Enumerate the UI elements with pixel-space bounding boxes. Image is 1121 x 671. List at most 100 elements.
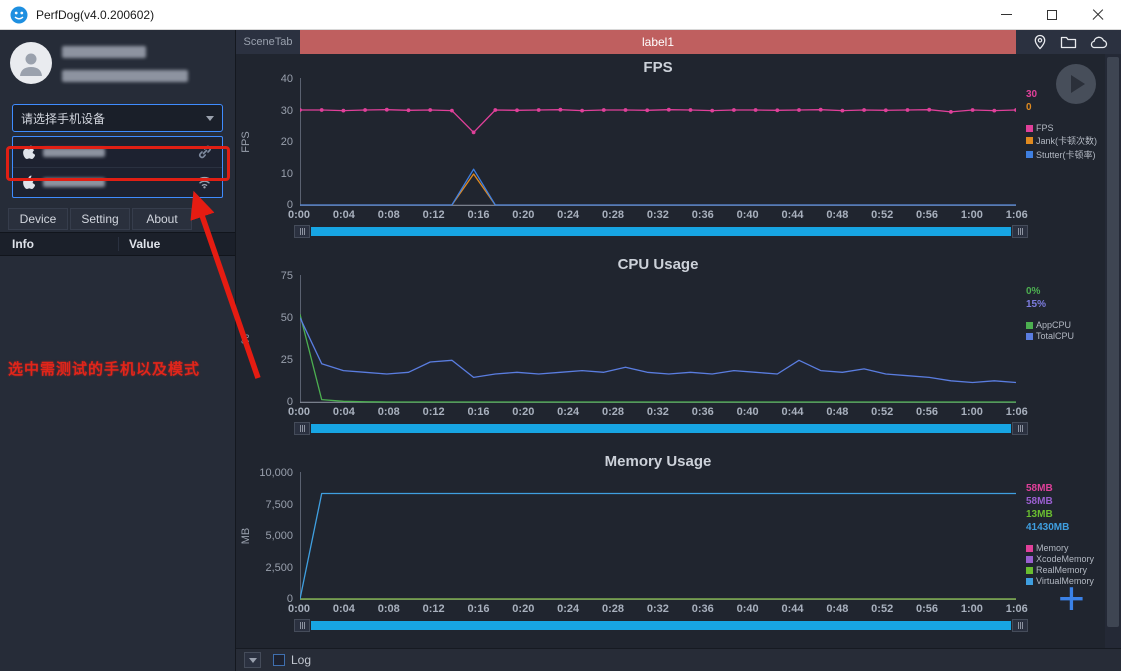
vertical-scrollbar[interactable] bbox=[1105, 54, 1121, 648]
scene-tab-label[interactable]: SceneTab bbox=[236, 30, 300, 54]
add-label-button[interactable]: + bbox=[1058, 572, 1085, 624]
folder-icon[interactable] bbox=[1060, 35, 1077, 49]
scrollbar-right-grip[interactable] bbox=[1012, 422, 1028, 435]
legend-item[interactable]: TotalCPU bbox=[1026, 331, 1105, 341]
redacted-text-bar bbox=[62, 70, 188, 82]
legend-label: TotalCPU bbox=[1036, 331, 1075, 341]
device-row-1[interactable] bbox=[13, 137, 222, 167]
legend-item[interactable]: VirtualMemory bbox=[1026, 576, 1105, 586]
tab-about[interactable]: About bbox=[132, 208, 192, 230]
x-tick-label: 0:40 bbox=[736, 406, 759, 418]
legend-item[interactable]: Stutter(卡顿率) bbox=[1026, 148, 1105, 161]
collapse-panel-button[interactable] bbox=[244, 652, 261, 668]
legend-item[interactable]: Jank(卡顿次数) bbox=[1026, 134, 1105, 147]
legend-label: XcodeMemory bbox=[1036, 554, 1095, 564]
legend-item[interactable]: Memory bbox=[1026, 543, 1105, 553]
x-tick-label: 0:12 bbox=[422, 209, 445, 221]
x-tick-label: 1:00 bbox=[960, 603, 983, 615]
y-tick-label: 75 bbox=[280, 270, 293, 282]
apple-icon bbox=[23, 175, 35, 189]
cpu-current-values: 0% 15% bbox=[1026, 285, 1105, 311]
x-tick-label: 0:20 bbox=[512, 209, 535, 221]
scrollbar-thumb[interactable] bbox=[311, 424, 1011, 433]
x-tick-label: 0:44 bbox=[781, 603, 804, 615]
topbar-actions bbox=[1016, 30, 1121, 54]
series-current-value: 30 bbox=[1026, 89, 1038, 100]
cpu-plot bbox=[300, 275, 1016, 403]
avatar bbox=[10, 42, 52, 84]
x-tick-label: 0:16 bbox=[467, 209, 490, 221]
y-tick-label: 10 bbox=[280, 167, 293, 180]
fps-scrollbar[interactable] bbox=[294, 225, 1028, 238]
scene-label1-tab[interactable]: label1 bbox=[300, 30, 1016, 54]
vertical-scrollbar-thumb[interactable] bbox=[1107, 57, 1119, 628]
x-tick-label: 0:20 bbox=[512, 406, 535, 418]
series-current-value: 0 bbox=[1026, 102, 1032, 113]
y-tick-label: 0 bbox=[286, 396, 293, 408]
cpu-chart-title: CPU Usage bbox=[617, 256, 699, 273]
play-icon bbox=[1071, 75, 1085, 93]
maximize-button[interactable] bbox=[1029, 0, 1075, 30]
memory-scrollbar[interactable] bbox=[294, 619, 1028, 632]
location-pin-icon[interactable] bbox=[1032, 34, 1048, 50]
scrollbar-right-grip[interactable] bbox=[1012, 619, 1028, 632]
device-select-dropdown[interactable]: 请选择手机设备 bbox=[12, 104, 223, 132]
play-button[interactable] bbox=[1056, 64, 1096, 104]
scene-topbar: SceneTab label1 bbox=[236, 30, 1121, 54]
cpu-x-ticks: 0:00 0:04 0:08 0:12 0:16 0:20 0:24 0:28 0:32 0:36… bbox=[288, 403, 1028, 418]
series-current-value: 41430MB bbox=[1026, 522, 1070, 533]
x-tick-label: 0:00 bbox=[288, 209, 311, 221]
y-tick-label: 7,500 bbox=[265, 498, 293, 511]
scrollbar-thumb[interactable] bbox=[311, 621, 1011, 630]
legend-swatch-icon bbox=[1026, 321, 1033, 329]
x-tick-label: 0:44 bbox=[781, 406, 804, 418]
scrollbar-left-grip[interactable] bbox=[294, 619, 310, 632]
series-current-value: 15% bbox=[1026, 299, 1047, 310]
minimize-icon bbox=[1000, 14, 1012, 15]
x-tick-label: 1:06 bbox=[1005, 209, 1028, 221]
x-tick-label: 0:28 bbox=[602, 209, 625, 221]
info-table-header: Info Value bbox=[0, 232, 235, 256]
legend-item[interactable]: FPS bbox=[1026, 123, 1105, 133]
user-profile bbox=[0, 30, 235, 90]
legend-label: Memory bbox=[1036, 543, 1069, 553]
x-tick-label: 0:24 bbox=[557, 603, 580, 615]
x-tick-label: 0:52 bbox=[871, 603, 894, 615]
legend-item[interactable]: XcodeMemory bbox=[1026, 554, 1105, 564]
y-tick-label: 30 bbox=[280, 104, 293, 117]
y-tick-label: 10,000 bbox=[259, 467, 293, 479]
y-tick-label: 50 bbox=[280, 312, 293, 324]
legend-swatch-icon bbox=[1026, 544, 1033, 552]
x-tick-label: 0:56 bbox=[916, 406, 939, 418]
cloud-icon[interactable] bbox=[1089, 36, 1108, 49]
cpu-scrollbar[interactable] bbox=[294, 422, 1028, 435]
legend-item[interactable]: RealMemory bbox=[1026, 565, 1105, 575]
legend-swatch-icon bbox=[1026, 137, 1033, 144]
log-checkbox[interactable] bbox=[273, 654, 285, 666]
x-tick-label: 0:20 bbox=[512, 603, 535, 615]
legend-label: FPS bbox=[1036, 123, 1054, 133]
tab-setting[interactable]: Setting bbox=[70, 208, 130, 230]
x-tick-label: 0:16 bbox=[467, 603, 490, 615]
device-select-placeholder: 请选择手机设备 bbox=[21, 111, 106, 126]
x-tick-label: 0:52 bbox=[871, 209, 894, 221]
redacted-device-name bbox=[43, 178, 105, 187]
y-tick-label: 0 bbox=[286, 593, 293, 605]
legend-item[interactable]: AppCPU bbox=[1026, 320, 1105, 330]
close-button[interactable] bbox=[1075, 0, 1121, 30]
device-row-2[interactable] bbox=[13, 167, 222, 197]
tab-device[interactable]: Device bbox=[8, 208, 68, 230]
y-tick-label: 5,000 bbox=[265, 530, 293, 542]
scrollbar-thumb[interactable] bbox=[311, 227, 1011, 236]
fps-x-ticks: 0:00 0:04 0:08 0:12 0:16 0:20 0:24 0:28 0:32 0:36… bbox=[288, 206, 1028, 221]
minimize-button[interactable] bbox=[983, 0, 1029, 30]
scrollbar-left-grip[interactable] bbox=[294, 422, 310, 435]
x-tick-label: 0:08 bbox=[377, 603, 400, 615]
scrollbar-left-grip[interactable] bbox=[294, 225, 310, 238]
x-tick-label: 0:12 bbox=[422, 603, 445, 615]
x-tick-label: 0:48 bbox=[826, 406, 849, 418]
log-toggle[interactable]: Log bbox=[273, 653, 311, 667]
y-tick-label: 40 bbox=[280, 73, 293, 85]
scrollbar-right-grip[interactable] bbox=[1012, 225, 1028, 238]
y-tick-label: 20 bbox=[280, 136, 293, 148]
